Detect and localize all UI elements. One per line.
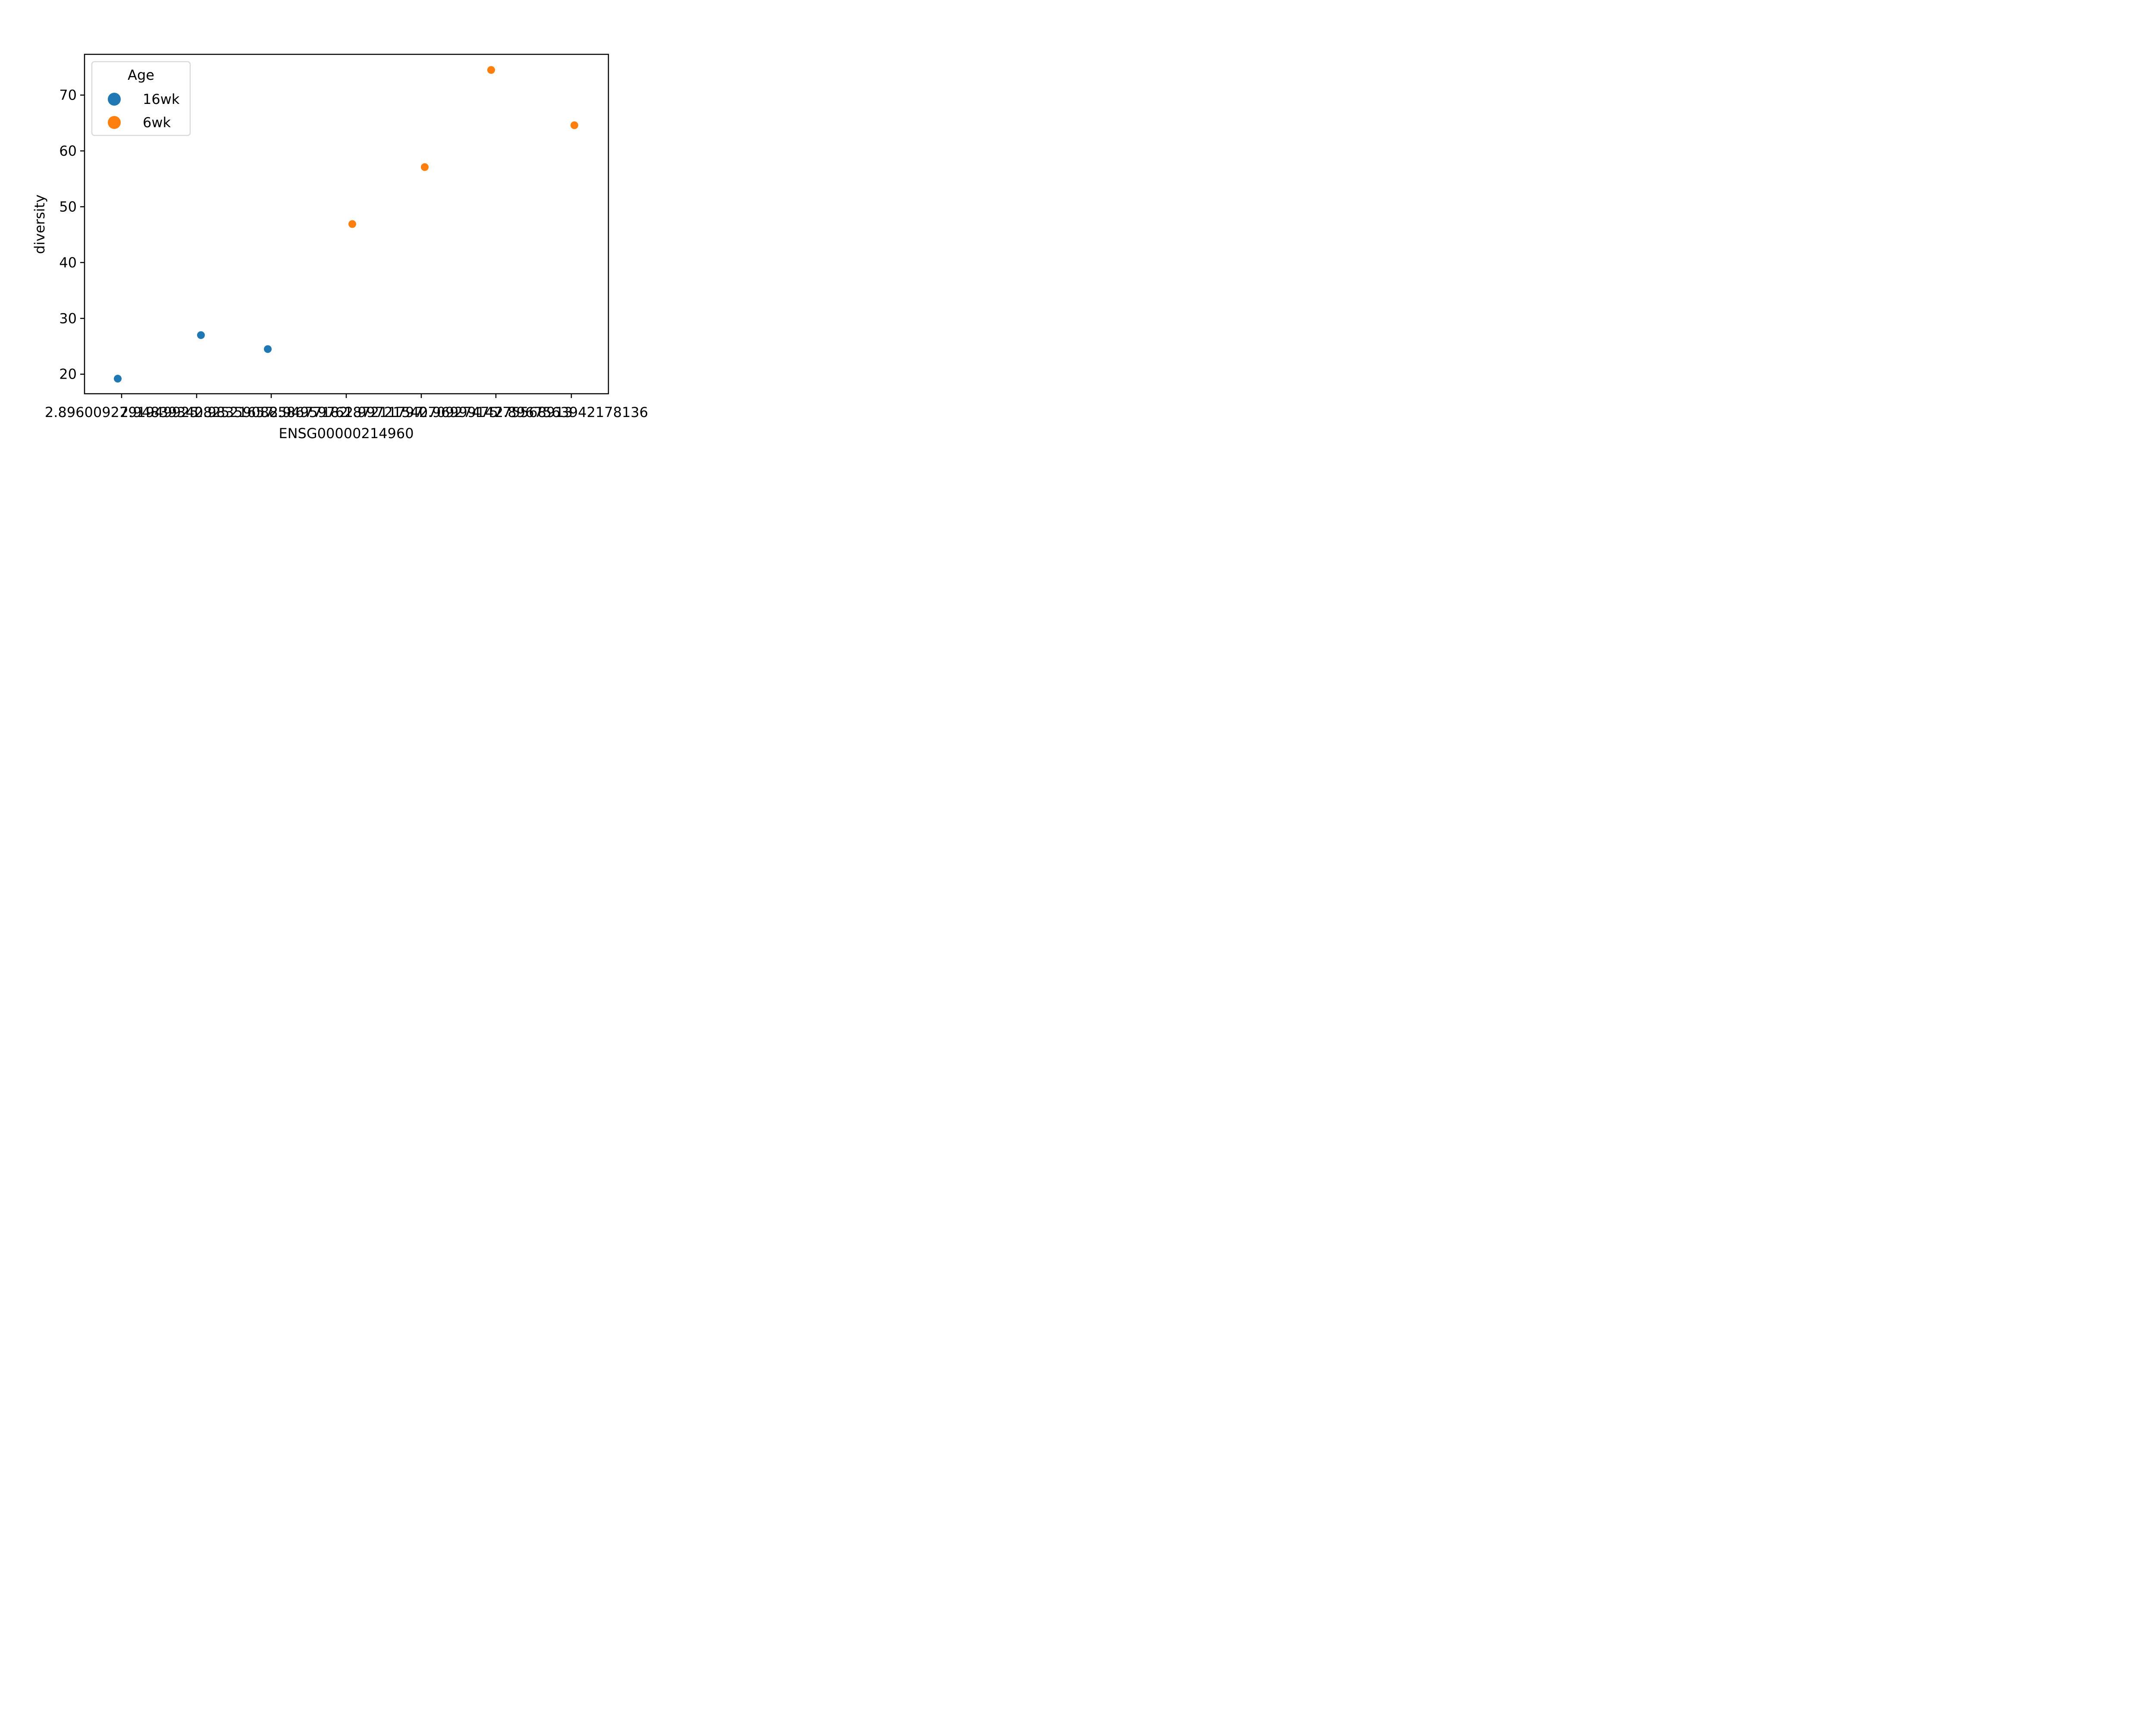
scatter-point	[487, 66, 495, 74]
legend-marker	[108, 116, 121, 129]
data-points	[114, 66, 578, 383]
x-tick-label: 2.9972154070927475	[345, 404, 498, 420]
x-tick-label: 2.9699914775568913	[419, 404, 573, 420]
x-tick-label: 2.8960092791949925	[45, 404, 198, 420]
y-tick-label: 20	[59, 366, 77, 383]
y-tick-label: 40	[59, 254, 77, 271]
legend-label: 16wk	[143, 91, 180, 107]
scatter-chart: 2.89600927919499252.94839340825216572.98…	[31, 53, 648, 442]
legend-title: Age	[128, 67, 154, 83]
plot-frame	[84, 53, 609, 395]
y-tick-label: 70	[59, 87, 77, 103]
x-tick-label: 2.9483934082521657	[120, 404, 273, 420]
x-tick-label: 2.9835908858677182	[194, 404, 348, 420]
y-tick-label: 30	[59, 310, 77, 326]
legend-marker	[108, 93, 121, 106]
x-tick-label: 2.8967563942178136	[495, 404, 648, 420]
scatter-point	[197, 331, 205, 339]
scatter-point	[421, 163, 429, 171]
legend-label: 6wk	[143, 114, 171, 131]
x-axis-label: ENSG00000214960	[279, 425, 414, 442]
x-axis: 2.89600927919499252.94839340825216572.98…	[45, 394, 648, 420]
scatter-point	[348, 220, 356, 228]
scatter-point	[114, 375, 122, 383]
scatter-point	[264, 345, 272, 353]
x-tick-label: 2.9495976187211797	[270, 404, 423, 420]
y-tick-label: 60	[59, 143, 77, 159]
y-axis-label: diversity	[31, 194, 48, 254]
legend: Age 16wk 6wk	[91, 61, 191, 136]
y-tick-label: 50	[59, 198, 77, 215]
y-axis: 20 30 40 50 60 70	[59, 87, 85, 383]
scatter-point	[570, 121, 578, 129]
